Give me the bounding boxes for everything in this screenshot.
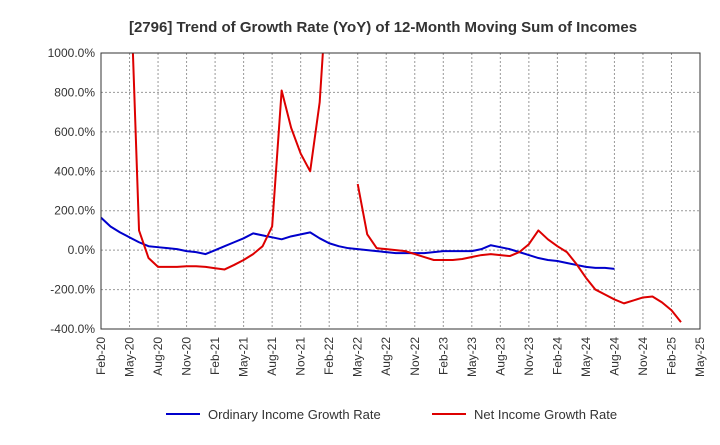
y-tick-label: 800.0%	[54, 85, 95, 99]
y-tick-label: 600.0%	[54, 125, 95, 139]
y-tick-label: 0.0%	[68, 243, 96, 257]
chart-title: [2796] Trend of Growth Rate (YoY) of 12-…	[129, 19, 637, 36]
y-tick-label: 200.0%	[54, 204, 95, 218]
legend: Ordinary Income Growth Rate Net Income Gr…	[166, 407, 617, 422]
x-tick-label: May-21	[237, 337, 251, 377]
x-tick-label: Feb-21	[208, 337, 222, 375]
x-tick-label: Feb-24	[550, 337, 564, 375]
plot-area-border	[100, 52, 701, 330]
x-tick-label: Aug-20	[151, 337, 165, 376]
y-tick-label: 1000.0%	[48, 46, 96, 60]
x-tick-label: Aug-23	[493, 337, 507, 376]
x-tick-label: Feb-23	[436, 337, 450, 375]
x-axis: Feb-20 May-20 Aug-20 Nov-20 Feb-21 May-21 Aug-…	[94, 337, 707, 377]
legend-label-2: Net Income Growth Rate	[474, 407, 617, 422]
y-tick-label: -200.0%	[50, 283, 95, 297]
x-tick-label: Aug-24	[607, 337, 621, 376]
x-tick-label: Nov-23	[522, 337, 536, 376]
x-tick-label: Nov-24	[636, 337, 650, 376]
y-axis: -400.0% -200.0% 0.0% 200.0% 400.0% 600.0% 800.…	[48, 46, 96, 336]
legend-label-1: Ordinary Income Growth Rate	[208, 407, 381, 422]
x-tick-label: Nov-21	[294, 337, 308, 376]
x-tick-label: May-22	[351, 337, 365, 377]
x-tick-label: Nov-22	[408, 337, 422, 376]
x-tick-label: Feb-25	[664, 337, 678, 375]
x-tick-label: Aug-22	[379, 337, 393, 376]
grid-lines	[100, 52, 701, 330]
x-tick-label: Nov-20	[180, 337, 194, 376]
series-lines	[101, 53, 682, 323]
series-line-1	[101, 216, 615, 270]
x-tick-label: May-23	[465, 337, 479, 377]
x-tick-label: May-20	[123, 337, 137, 377]
x-tick-label: Aug-21	[265, 337, 279, 376]
y-tick-label: 400.0%	[54, 164, 95, 178]
x-tick-label: Feb-20	[94, 337, 108, 375]
x-tick-label: Feb-22	[322, 337, 336, 375]
y-tick-label: -400.0%	[50, 322, 95, 336]
x-tick-label: May-24	[579, 337, 593, 377]
x-tick-label: May-25	[693, 337, 707, 377]
series-line-2	[131, 53, 682, 323]
